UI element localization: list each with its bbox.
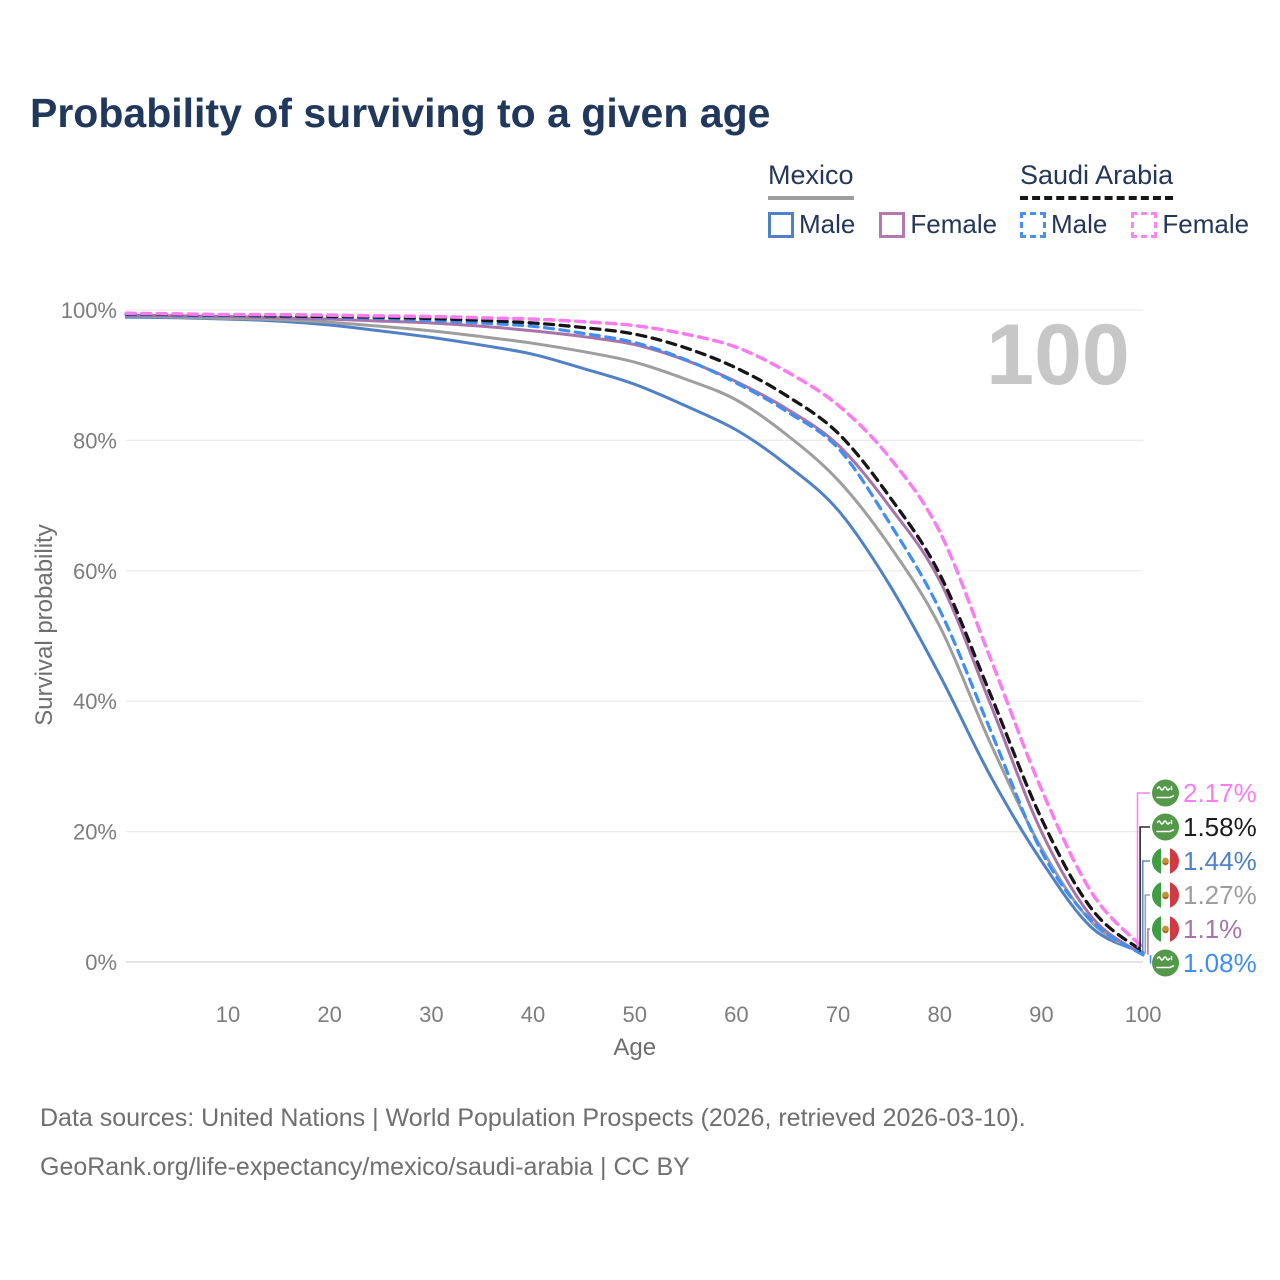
legend-item-saudi-female[interactable]: Female — [1131, 209, 1249, 240]
end-label-value: 1.27% — [1183, 880, 1257, 910]
legend-group-mexico: Mexico Male Female — [768, 160, 997, 240]
flag-stripe — [1170, 848, 1180, 874]
flag-bg — [1152, 949, 1179, 977]
y-axis-title: Survival probability — [31, 524, 58, 725]
flag-mexico-icon — [1151, 915, 1180, 943]
end-label-connector — [1149, 955, 1152, 964]
x-tick-label: 30 — [419, 1002, 443, 1027]
flag-inscription — [1156, 956, 1171, 961]
end-label-connector — [1141, 860, 1150, 953]
flag-stripe — [1170, 916, 1180, 942]
flag-stripe — [1170, 882, 1180, 908]
end-label-connector — [1139, 826, 1150, 952]
flag-saudi-arabia-icon — [1152, 949, 1179, 977]
end-label-connector — [1147, 928, 1150, 955]
footer: Data sources: United Nations | World Pop… — [40, 1098, 1026, 1196]
flag-inscription — [1156, 820, 1171, 825]
flag-emblem — [1162, 896, 1169, 899]
series-line-sa-female — [124, 311, 1145, 950]
mexico-female-swatch-icon — [879, 211, 906, 238]
x-tick-label: 70 — [826, 1002, 850, 1027]
x-tick-label: 10 — [216, 1002, 240, 1027]
legend-item-label: Female — [1162, 209, 1250, 239]
flag-sword — [1156, 965, 1175, 969]
survival-probability-chart: 0% 20% 40% 60% 80% 100% 10 20 30 40 50 60 70 80 90 100 A… — [31, 298, 1257, 1061]
x-tick-label: 50 — [622, 1002, 646, 1027]
series-line-sa-all — [124, 312, 1145, 954]
y-tick-label: 80% — [73, 428, 117, 453]
series-line-mx-female — [124, 313, 1145, 957]
flag-bg — [1152, 779, 1179, 807]
x-tick-label: 90 — [1029, 1002, 1053, 1027]
flag-bg — [1152, 813, 1179, 841]
legend-item-label: Male — [799, 209, 856, 239]
legend-group-saudi-arabia: Saudi Arabia Male Female — [1020, 160, 1249, 240]
legend-group-title-mexico: Mexico — [768, 160, 854, 200]
flag-inscription — [1156, 786, 1171, 791]
legend-item-mexico-female[interactable]: Female — [879, 209, 997, 240]
end-label-value: 2.17% — [1183, 778, 1257, 808]
page-title: Probability of surviving to a given age — [30, 90, 771, 136]
x-tick-label: 20 — [317, 1002, 341, 1027]
end-label-value: 1.08% — [1183, 948, 1257, 978]
flag-mexico-icon — [1151, 847, 1180, 875]
flag-sword — [1156, 829, 1175, 833]
series-line-mx-all — [124, 314, 1145, 956]
end-label-value: 1.58% — [1183, 812, 1257, 842]
x-tick-label: 100 — [1125, 1002, 1162, 1027]
series-line-sa-male — [124, 312, 1145, 957]
x-tick-label: 60 — [724, 1002, 748, 1027]
series-line-mx-male — [124, 315, 1145, 955]
end-label-connector — [1136, 792, 1150, 948]
y-tick-label: 100% — [61, 298, 117, 323]
saudi-female-swatch-icon — [1131, 211, 1158, 238]
x-tick-label: 40 — [521, 1002, 545, 1027]
legend-group-title-saudi-arabia: Saudi Arabia — [1020, 160, 1174, 200]
y-tick-label: 60% — [73, 559, 117, 584]
end-label-connector — [1144, 894, 1150, 954]
y-tick-label: 40% — [73, 689, 117, 714]
x-tick-label: 80 — [927, 1002, 951, 1027]
flag-sword — [1156, 795, 1175, 799]
legend-item-mexico-male[interactable]: Male — [768, 209, 855, 240]
saudi-male-swatch-icon — [1020, 211, 1046, 238]
y-tick-label: 20% — [73, 820, 117, 845]
end-label-value: 1.1% — [1183, 914, 1242, 944]
age-counter-watermark: 100 — [986, 307, 1130, 403]
data-sources-text: Data sources: United Nations | World Pop… — [40, 1104, 1026, 1132]
mexico-male-swatch-icon — [768, 211, 794, 238]
flag-stripe — [1151, 848, 1161, 874]
flag-saudi-arabia-icon — [1152, 813, 1179, 841]
flag-stripe — [1151, 916, 1161, 942]
legend-item-label: Male — [1051, 209, 1108, 239]
legend-item-label: Female — [910, 209, 998, 239]
attribution-text: GeoRank.org/life-expectancy/mexico/saudi… — [40, 1153, 690, 1181]
legend-row-saudi-arabia: Male Female — [1020, 209, 1249, 240]
flag-mexico-icon — [1151, 881, 1180, 909]
legend-item-saudi-male[interactable]: Male — [1020, 209, 1107, 240]
flag-emblem — [1162, 862, 1169, 865]
y-tick-label: 0% — [85, 950, 117, 975]
flag-stripe — [1151, 882, 1161, 908]
flag-saudi-arabia-icon — [1152, 779, 1179, 807]
end-label-value: 1.44% — [1183, 846, 1257, 876]
x-axis-title: Age — [613, 1034, 656, 1061]
flag-emblem — [1162, 930, 1169, 933]
legend-row-mexico: Male Female — [768, 209, 997, 240]
